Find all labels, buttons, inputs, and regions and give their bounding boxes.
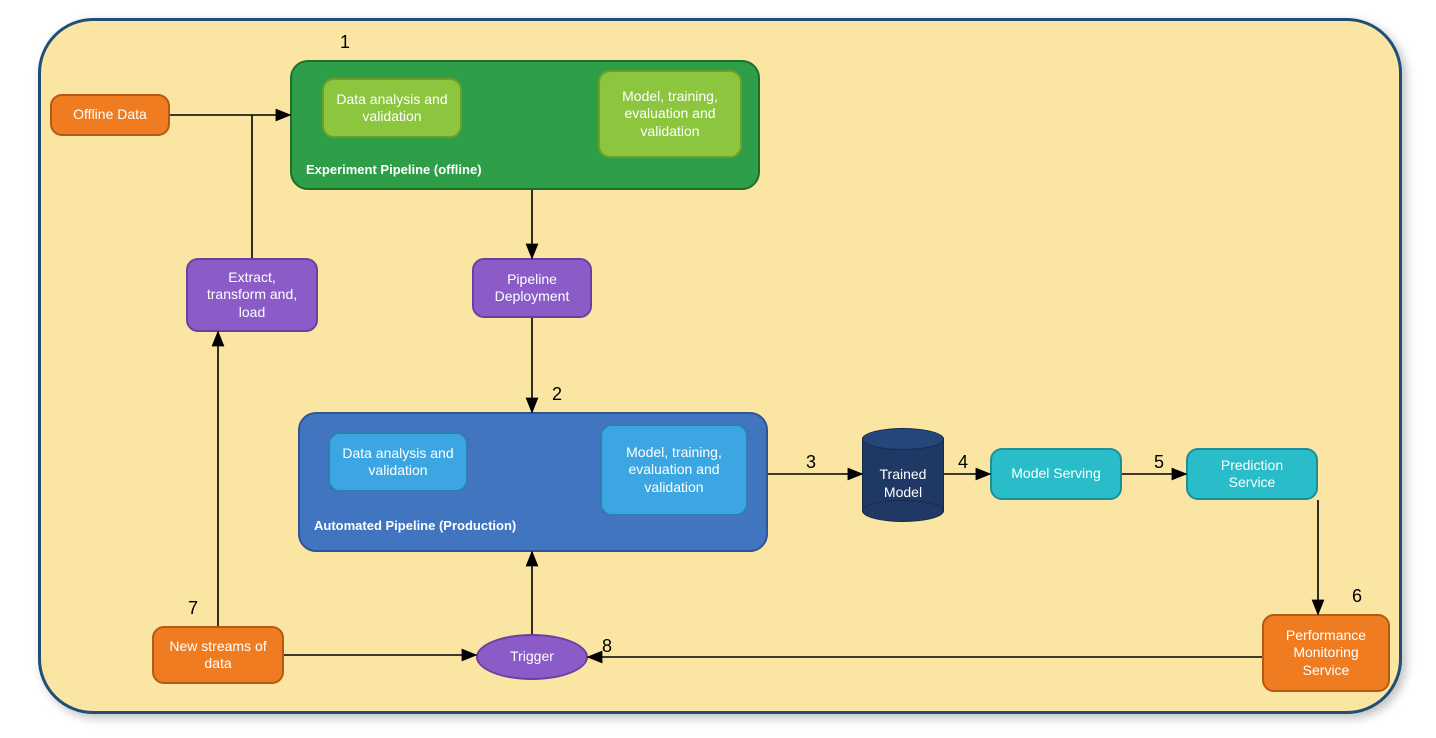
step-label-7: 7 [188,598,198,619]
step-label-1: 1 [340,32,350,53]
model-serving-label: Model Serving [1011,465,1101,483]
pipeline-deployment-label: Pipeline Deployment [484,271,580,306]
step-label-3: 3 [806,452,816,473]
model-train-exp-label: Model, training, evaluation and validati… [610,88,730,141]
step-label-4: 4 [958,452,968,473]
trained-model-cylinder: Trained Model [862,428,944,522]
data-analysis-prod-label: Data analysis and validation [340,445,456,480]
prediction-service-label: Prediction Service [1198,457,1306,492]
prediction-service-node: Prediction Service [1186,448,1318,500]
new-streams-node: New streams of data [152,626,284,684]
performance-monitoring-label: Performance Monitoring Service [1274,627,1378,680]
step-label-2: 2 [552,384,562,405]
experiment-pipeline-title: Experiment Pipeline (offline) [306,162,482,177]
step-label-6: 6 [1352,586,1362,607]
new-streams-label: New streams of data [164,638,272,673]
data-analysis-exp-label: Data analysis and validation [334,91,450,126]
offline-data-label: Offline Data [73,106,147,124]
model-train-exp-node: Model, training, evaluation and validati… [598,70,742,158]
etl-label: Extract, transform and, load [198,269,306,322]
automated-pipeline-title: Automated Pipeline (Production) [314,518,516,533]
step-label-8: 8 [602,636,612,657]
diagram-canvas: Experiment Pipeline (offline) Automated … [0,0,1436,738]
performance-monitoring-node: Performance Monitoring Service [1262,614,1390,692]
offline-data-node: Offline Data [50,94,170,136]
trigger-label: Trigger [510,648,554,666]
step-label-5: 5 [1154,452,1164,473]
trigger-node: Trigger [476,634,588,680]
model-train-prod-node: Model, training, evaluation and validati… [600,424,748,516]
model-train-prod-label: Model, training, evaluation and validati… [612,444,736,497]
data-analysis-exp-node: Data analysis and validation [322,78,462,138]
data-analysis-prod-node: Data analysis and validation [328,432,468,492]
model-serving-node: Model Serving [990,448,1122,500]
trained-model-label: Trained Model [862,466,944,501]
etl-node: Extract, transform and, load [186,258,318,332]
pipeline-deployment-node: Pipeline Deployment [472,258,592,318]
